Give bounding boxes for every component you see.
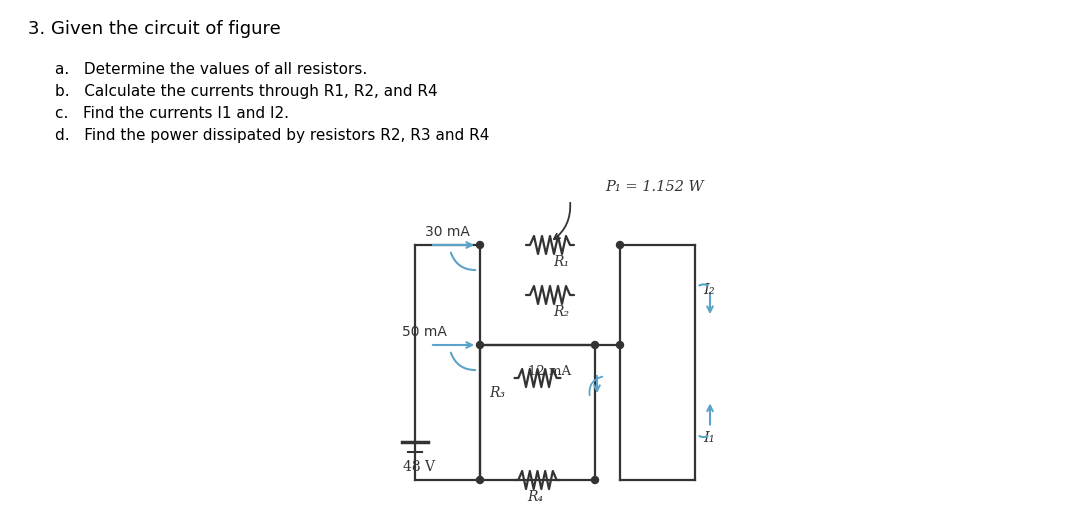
Text: d.   Find the power dissipated by resistors R2, R3 and R4: d. Find the power dissipated by resistor…	[55, 128, 489, 143]
Text: c.   Find the currents I1 and I2.: c. Find the currents I1 and I2.	[55, 106, 289, 121]
Circle shape	[617, 342, 623, 348]
Circle shape	[476, 477, 484, 483]
Text: 3. Given the circuit of figure: 3. Given the circuit of figure	[28, 20, 281, 38]
Circle shape	[617, 242, 623, 248]
Text: b.   Calculate the currents through R1, R2, and R4: b. Calculate the currents through R1, R2…	[55, 84, 437, 99]
Text: 50 mA: 50 mA	[402, 325, 447, 339]
Circle shape	[476, 342, 484, 348]
Text: R₄: R₄	[527, 490, 543, 504]
Text: I₁: I₁	[703, 430, 715, 444]
Text: R₁: R₁	[553, 255, 569, 269]
Text: 30 mA: 30 mA	[426, 225, 470, 239]
Text: a.   Determine the values of all resistors.: a. Determine the values of all resistors…	[55, 62, 367, 77]
Text: 12 mA: 12 mA	[527, 365, 570, 378]
Circle shape	[476, 242, 484, 248]
Text: I₂: I₂	[703, 283, 715, 297]
Circle shape	[592, 477, 598, 483]
Text: P₁ = 1.152 W: P₁ = 1.152 W	[605, 180, 703, 194]
Circle shape	[592, 342, 598, 348]
Text: R₂: R₂	[553, 305, 569, 319]
Text: 48 V: 48 V	[403, 460, 435, 474]
Text: R₃: R₃	[489, 386, 505, 400]
